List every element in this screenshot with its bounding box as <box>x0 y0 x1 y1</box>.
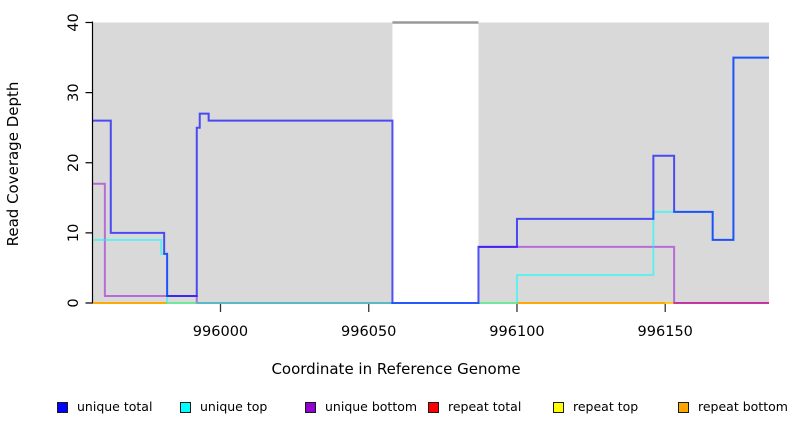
x-tick-label: 996000 <box>193 324 248 340</box>
masked-region <box>392 22 479 303</box>
legend-label: repeat total <box>448 399 522 414</box>
legend-swatch-icon <box>180 401 191 413</box>
x-tick-label: 996150 <box>638 324 693 340</box>
legend: unique total unique top unique bottom repea… <box>0 0 792 414</box>
y-tick-label: 40 <box>66 13 82 31</box>
legend-swatch-icon <box>553 401 564 413</box>
legend-swatch-icon <box>428 401 439 413</box>
legend-label: unique total <box>77 399 153 414</box>
x-axis-title: Coordinate in Reference Genome <box>271 360 521 378</box>
y-tick-label: 30 <box>66 83 82 101</box>
y-tick-label: 0 <box>66 298 82 307</box>
x-tick-label: 996100 <box>489 324 544 340</box>
legend-swatch-icon <box>57 401 68 413</box>
x-tick-label: 996050 <box>341 324 396 340</box>
legend-item-repeat-top: repeat top <box>553 400 638 414</box>
legend-swatch-icon <box>678 401 689 413</box>
legend-item-unique-total: unique total <box>57 400 152 414</box>
legend-swatch-icon <box>305 401 316 413</box>
legend-label: repeat bottom <box>698 399 788 414</box>
legend-item-unique-bottom: unique bottom <box>305 400 417 414</box>
y-tick-label: 20 <box>66 154 82 172</box>
series-line-unique-total <box>93 56 769 304</box>
legend-item-repeat-bottom: repeat bottom <box>678 400 788 414</box>
y-axis-title: Read Coverage Depth <box>4 81 22 247</box>
legend-item-repeat-total: repeat total <box>428 400 521 414</box>
y-tick-label: 10 <box>66 224 82 242</box>
legend-label: repeat top <box>573 399 639 414</box>
legend-label: unique top <box>200 399 268 414</box>
plot-area: 0 10 20 30 40 996000 996050 996100 996150 <box>66 13 769 340</box>
legend-label: unique bottom <box>325 399 418 414</box>
legend-item-unique-top: unique top <box>180 400 267 414</box>
